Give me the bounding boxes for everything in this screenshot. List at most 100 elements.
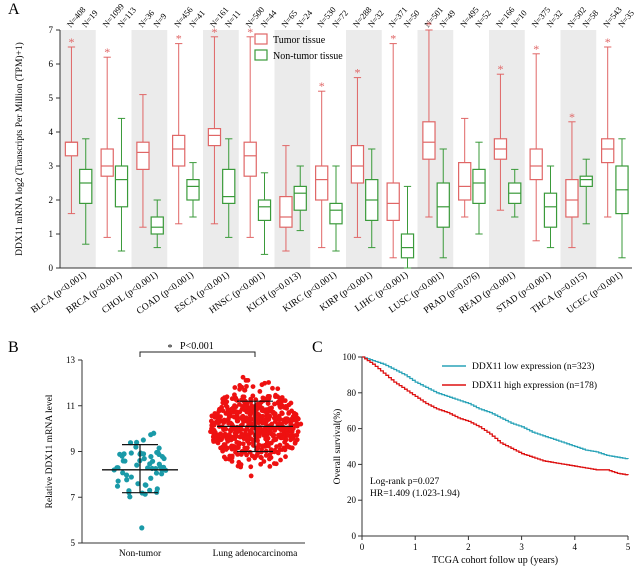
data-point [115,478,121,484]
data-point [277,416,283,422]
y-tick-label: 80 [347,388,357,398]
data-point [223,456,229,462]
data-point [233,410,239,416]
data-point [277,400,283,406]
box [114,165,129,208]
data-point [261,429,267,435]
data-point [245,445,250,451]
data-point [284,431,290,437]
data-point [244,425,250,431]
box [64,141,79,157]
box [186,179,200,201]
data-point [242,387,247,393]
data-point [220,444,225,450]
data-point [223,426,229,432]
data-point [141,456,147,462]
data-point [266,413,271,419]
significance-star: * [176,32,182,46]
data-point [148,453,154,460]
data-point [267,426,273,432]
y-tick-label: 0 [49,263,54,273]
x-tick-label: 3 [519,542,524,552]
data-point [245,377,251,383]
data-point [244,383,249,389]
data-point [215,411,220,417]
data-point [249,426,255,431]
data-point [282,447,288,453]
data-point [220,400,226,406]
data-point [245,438,250,444]
box [329,202,343,225]
data-point [147,461,153,467]
y-tick-label: 7 [49,25,54,35]
data-point [289,416,294,422]
data-point [239,384,245,390]
data-point [223,403,229,409]
data-point [219,434,225,440]
panel-label-b: B [8,339,19,356]
data-point [225,407,231,413]
data-point [255,438,260,444]
data-point [250,384,256,390]
data-point [235,415,241,421]
significance-star: * [247,25,253,39]
data-point [230,407,236,412]
data-point [284,405,290,411]
data-point [225,438,231,444]
data-point [262,380,268,386]
significance-star: * [68,35,74,49]
data-point [148,432,154,438]
box [172,134,186,167]
data-point [114,483,121,489]
data-point [152,466,159,472]
significance-star: * [168,343,173,354]
box [565,179,579,218]
data-point [246,457,252,462]
data-point [255,419,261,425]
significance-star: * [390,32,396,46]
data-point [270,385,275,391]
data-point [243,415,249,421]
data-point [232,385,238,390]
y-tick-label: 4 [49,127,54,137]
data-point [265,401,271,406]
data-point [147,487,153,493]
data-point [250,393,256,399]
data-point [235,451,240,457]
category-band [203,30,239,268]
significance-star: * [104,45,110,59]
box [579,175,593,187]
data-point [294,420,300,426]
box [150,216,164,235]
data-point [295,416,301,422]
data-point [260,413,265,419]
legend-label: Tumor tissue [273,35,326,46]
data-point [229,459,235,464]
data-point [266,380,272,385]
data-point [277,405,283,410]
data-point [279,421,285,427]
data-point [277,426,283,431]
significance-star: * [569,110,575,124]
box [436,182,450,228]
data-point [128,450,134,456]
data-point [257,403,263,408]
data-point [263,453,269,458]
data-point [274,444,279,449]
box [243,141,257,177]
box [222,168,236,204]
data-point [220,408,226,414]
y-axis-label: Overall survival(%) [332,409,343,485]
significance-star: * [605,35,611,49]
data-point [239,427,245,432]
y-tick-label: 60 [347,424,357,434]
data-point [238,462,244,467]
box [207,128,222,147]
data-point [272,411,278,417]
data-point [127,494,133,500]
category-band [560,30,597,268]
data-point [134,462,140,468]
hazard-ratio-label: HR=1.409 (1.023-1.94) [370,488,460,499]
data-point [271,432,277,438]
data-point [248,473,254,479]
